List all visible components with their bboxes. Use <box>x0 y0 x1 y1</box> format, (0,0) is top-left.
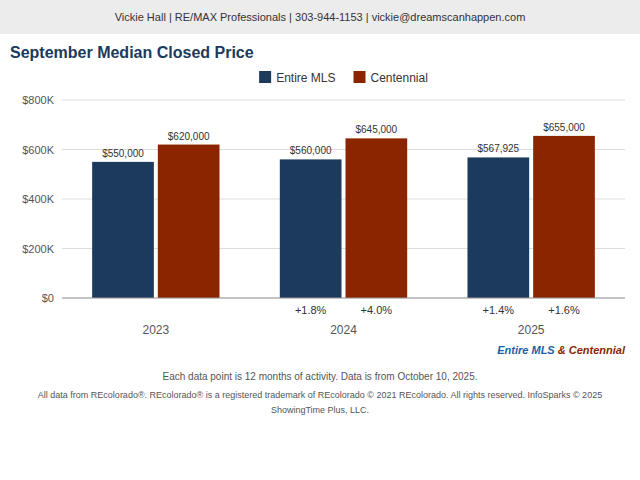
annotation: +4.0% <box>361 304 393 316</box>
bar <box>92 162 154 298</box>
legend-swatch <box>353 71 365 83</box>
footer: ShowingTime Plus, LLC. <box>271 405 369 415</box>
subtitle: Entire MLS & Centennial <box>497 344 626 356</box>
legend-label: Centennial <box>370 71 427 85</box>
y-tick-label: $800K <box>22 94 54 106</box>
title: September Median Closed Price <box>10 44 254 61</box>
grid-line <box>62 298 625 299</box>
footer: All data from REcolorado®. REcolorado® i… <box>38 390 602 400</box>
bar <box>280 159 342 298</box>
subtitle-part: & Centennial <box>555 344 626 356</box>
bar <box>533 136 595 298</box>
y-tick-label: $200K <box>22 243 54 255</box>
data-label: $655,000 <box>543 122 585 133</box>
x-axis-line <box>62 298 625 299</box>
bars <box>92 136 595 298</box>
footer: Each data point is 12 months of activity… <box>163 371 478 382</box>
bar <box>467 157 529 298</box>
grid-line <box>62 100 625 101</box>
annotation: +1.4% <box>483 304 515 316</box>
data-label: $620,000 <box>168 131 210 142</box>
header-background <box>0 0 640 34</box>
chart: Vickie Hall | RE/MAX Professionals | 303… <box>0 0 640 480</box>
y-tick-label: $600K <box>22 144 54 156</box>
x-tick-label: 2024 <box>330 323 357 337</box>
data-label: $567,925 <box>477 143 519 154</box>
y-tick-label: $0 <box>42 292 54 304</box>
x-tick-label: 2023 <box>142 323 169 337</box>
bar <box>158 145 220 298</box>
data-label: $645,000 <box>355 124 397 135</box>
bar <box>346 138 408 298</box>
annotation: +1.6% <box>548 304 580 316</box>
legend-swatch <box>259 71 271 83</box>
y-tick-label: $400K <box>22 193 54 205</box>
x-tick-label: 2025 <box>518 323 545 337</box>
legend: Entire MLS Centennial <box>259 71 428 85</box>
y-grid <box>62 100 625 298</box>
legend-label: Entire MLS <box>276 71 335 85</box>
header: Vickie Hall | RE/MAX Professionals | 303… <box>115 11 526 23</box>
data-label: $560,000 <box>290 145 332 156</box>
data-label: $550,000 <box>102 148 144 159</box>
subtitle-part: Entire MLS <box>497 344 555 356</box>
annotation: +1.8% <box>295 304 327 316</box>
